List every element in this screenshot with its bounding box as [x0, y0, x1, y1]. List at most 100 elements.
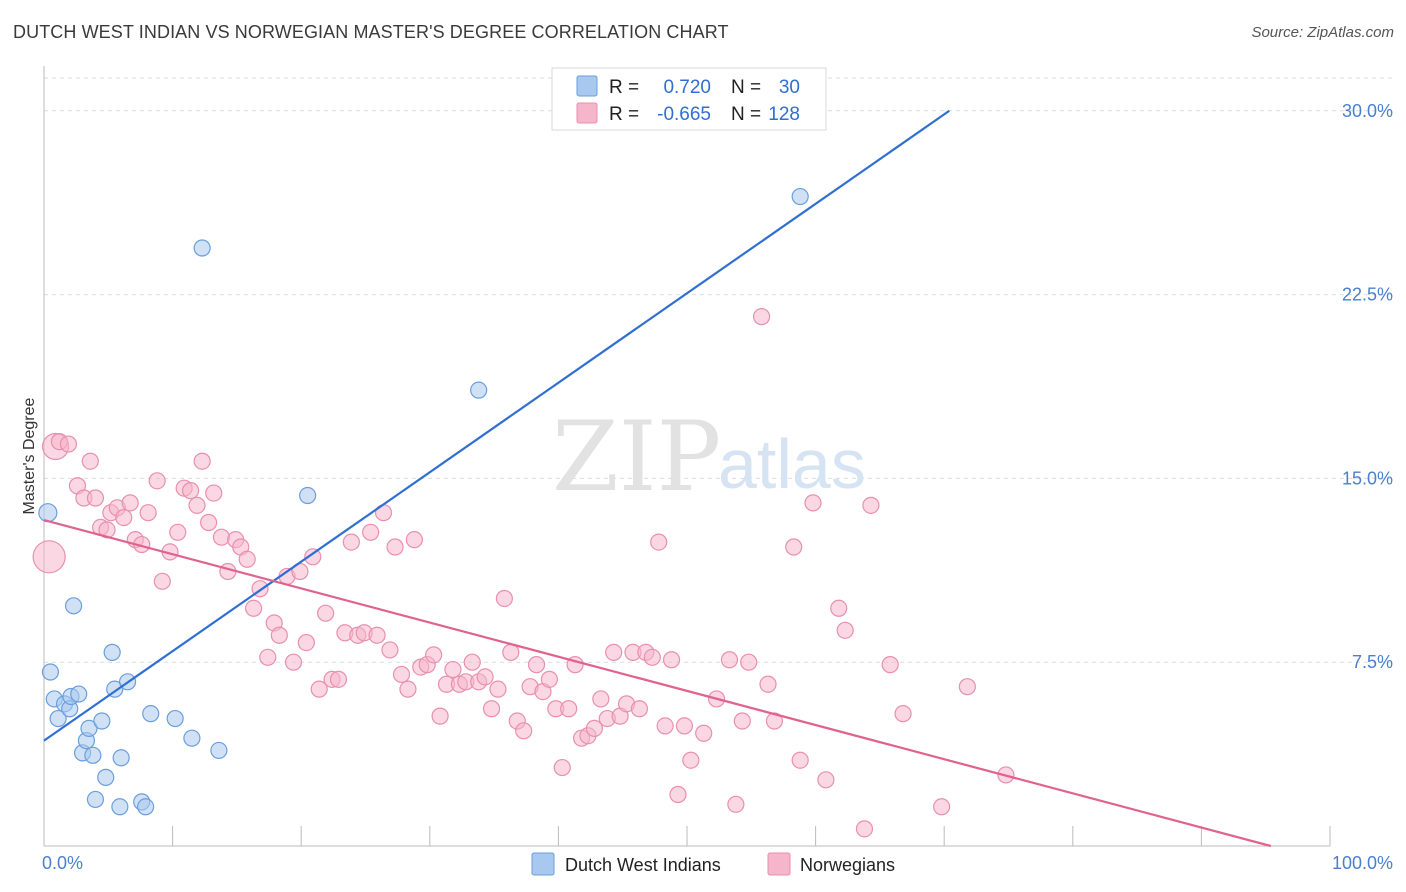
axes — [43, 66, 1331, 847]
norwegians-point — [188, 496, 206, 514]
norwegians-point — [431, 707, 449, 725]
norwegians-point — [553, 758, 571, 777]
norwegians-point — [605, 643, 623, 661]
watermark-zip: ZIP — [552, 401, 721, 513]
norwegians-point — [463, 653, 481, 671]
trend-lines — [43, 109, 1272, 848]
y-axis-label: Master's Degree — [21, 397, 38, 514]
norwegians-point — [804, 494, 822, 512]
legend-n-label: N = — [731, 104, 761, 125]
norwegians-point — [817, 771, 835, 789]
norwegians-point — [329, 670, 348, 688]
norwegians-point — [855, 820, 874, 838]
dutch-west-indians-point — [193, 239, 211, 257]
norwegians-point — [933, 798, 951, 816]
norwegians-point — [643, 648, 661, 666]
legend-n-label: N = — [731, 77, 761, 98]
dutch-west-indians-point — [38, 503, 58, 523]
norwegians-point — [515, 722, 533, 740]
stats-legend-box — [551, 67, 827, 131]
norwegians-point — [585, 719, 604, 737]
dutch-west-indians-point — [112, 749, 130, 767]
norwegians-point — [830, 599, 848, 617]
legend-r-value: 0.720 — [663, 77, 711, 98]
legend-r-label: R = — [609, 104, 639, 125]
dutch-west-indians-point — [299, 486, 317, 505]
norwegians-point — [245, 599, 263, 617]
norwegians-point — [368, 626, 386, 644]
norwegians-point — [169, 523, 187, 541]
norwegians-point — [310, 680, 328, 698]
dutch-west-indians-point — [86, 790, 105, 809]
series-legend-swatch-blue — [531, 852, 555, 876]
norwegians-point — [752, 308, 771, 326]
norwegians-point — [139, 504, 157, 522]
stats-legend: R = 0.720 N = 30 R = -0.665 N = 128 — [551, 67, 827, 131]
norwegians-point — [675, 717, 694, 735]
watermark-atlas: atlas — [718, 425, 866, 503]
x-tick-labels: 0.0% 100.0% — [42, 853, 1393, 873]
x-tick-label: 0.0% — [42, 853, 83, 873]
norwegians-point — [482, 700, 501, 718]
dutch-west-indians-point — [70, 685, 88, 703]
norwegians-point — [727, 795, 745, 813]
norwegians-point — [270, 626, 288, 644]
norwegians-point — [720, 651, 739, 669]
norwegians-point — [958, 678, 976, 696]
dutch-west-indians-point — [166, 709, 184, 728]
norwegians-point — [527, 656, 546, 674]
dutch-west-indians-point — [97, 768, 115, 786]
norwegians-point — [259, 648, 277, 666]
norwegians-point — [32, 540, 66, 574]
norwegians-point — [386, 538, 404, 556]
dutch-west-indians-trend-line — [43, 109, 950, 742]
legend-swatch-pink — [576, 102, 598, 124]
legend-r-value: -0.665 — [657, 104, 711, 125]
norwegians-point — [81, 452, 99, 470]
norwegians-trend-line — [43, 518, 1272, 848]
dutch-west-indians-point — [84, 746, 102, 764]
norwegians-point — [540, 670, 558, 688]
norwegians-point — [656, 717, 674, 735]
legend-n-value: 128 — [768, 104, 800, 125]
norwegians-point — [630, 700, 649, 718]
chart-title: DUTCH WEST INDIAN VS NORWEGIAN MASTER'S … — [13, 22, 729, 42]
dutch-west-indians-point — [136, 798, 155, 816]
norwegians-point — [86, 489, 105, 507]
source-label: Source: ZipAtlas.com — [1251, 24, 1394, 41]
series-legend-label: Norwegians — [800, 855, 895, 875]
dutch-west-indians-point — [103, 643, 121, 661]
dutch-west-indians-point — [142, 705, 160, 723]
series-legend-label: Dutch West Indians — [565, 855, 721, 875]
y-tick-label: 30.0% — [1342, 101, 1393, 121]
norwegians-point — [502, 643, 520, 661]
y-tick-labels: 7.5% 15.0% 22.5% 30.0% — [1342, 101, 1393, 672]
norwegians-point — [342, 533, 360, 551]
x-tick-label: 100.0% — [1332, 853, 1393, 873]
norwegians-point — [650, 533, 668, 551]
series-dutch-west-indians-points — [38, 187, 809, 816]
y-tick-label: 15.0% — [1342, 468, 1393, 488]
norwegians-point — [894, 705, 912, 723]
dutch-west-indians-point — [791, 187, 809, 206]
norwegians-point — [212, 528, 231, 546]
series-norwegians-points — [32, 308, 1015, 838]
norwegians-point — [182, 482, 200, 500]
series-legend-swatch-pink — [767, 852, 791, 876]
legend-r-label: R = — [609, 77, 639, 98]
norwegians-point — [881, 656, 899, 674]
norwegians-point — [392, 665, 411, 684]
norwegians-point — [405, 531, 423, 549]
norwegians-point — [785, 538, 803, 556]
y-tick-label: 7.5% — [1352, 652, 1393, 672]
norwegians-point — [238, 550, 256, 568]
dutch-west-indians-point — [41, 663, 60, 681]
norwegians-point — [59, 435, 78, 453]
norwegians-point — [733, 712, 751, 730]
norwegians-point — [759, 675, 777, 693]
norwegians-point — [592, 690, 610, 708]
norwegians-point — [669, 785, 687, 804]
norwegians-point — [115, 508, 133, 527]
norwegians-point — [121, 494, 139, 512]
norwegians-point — [381, 641, 399, 659]
